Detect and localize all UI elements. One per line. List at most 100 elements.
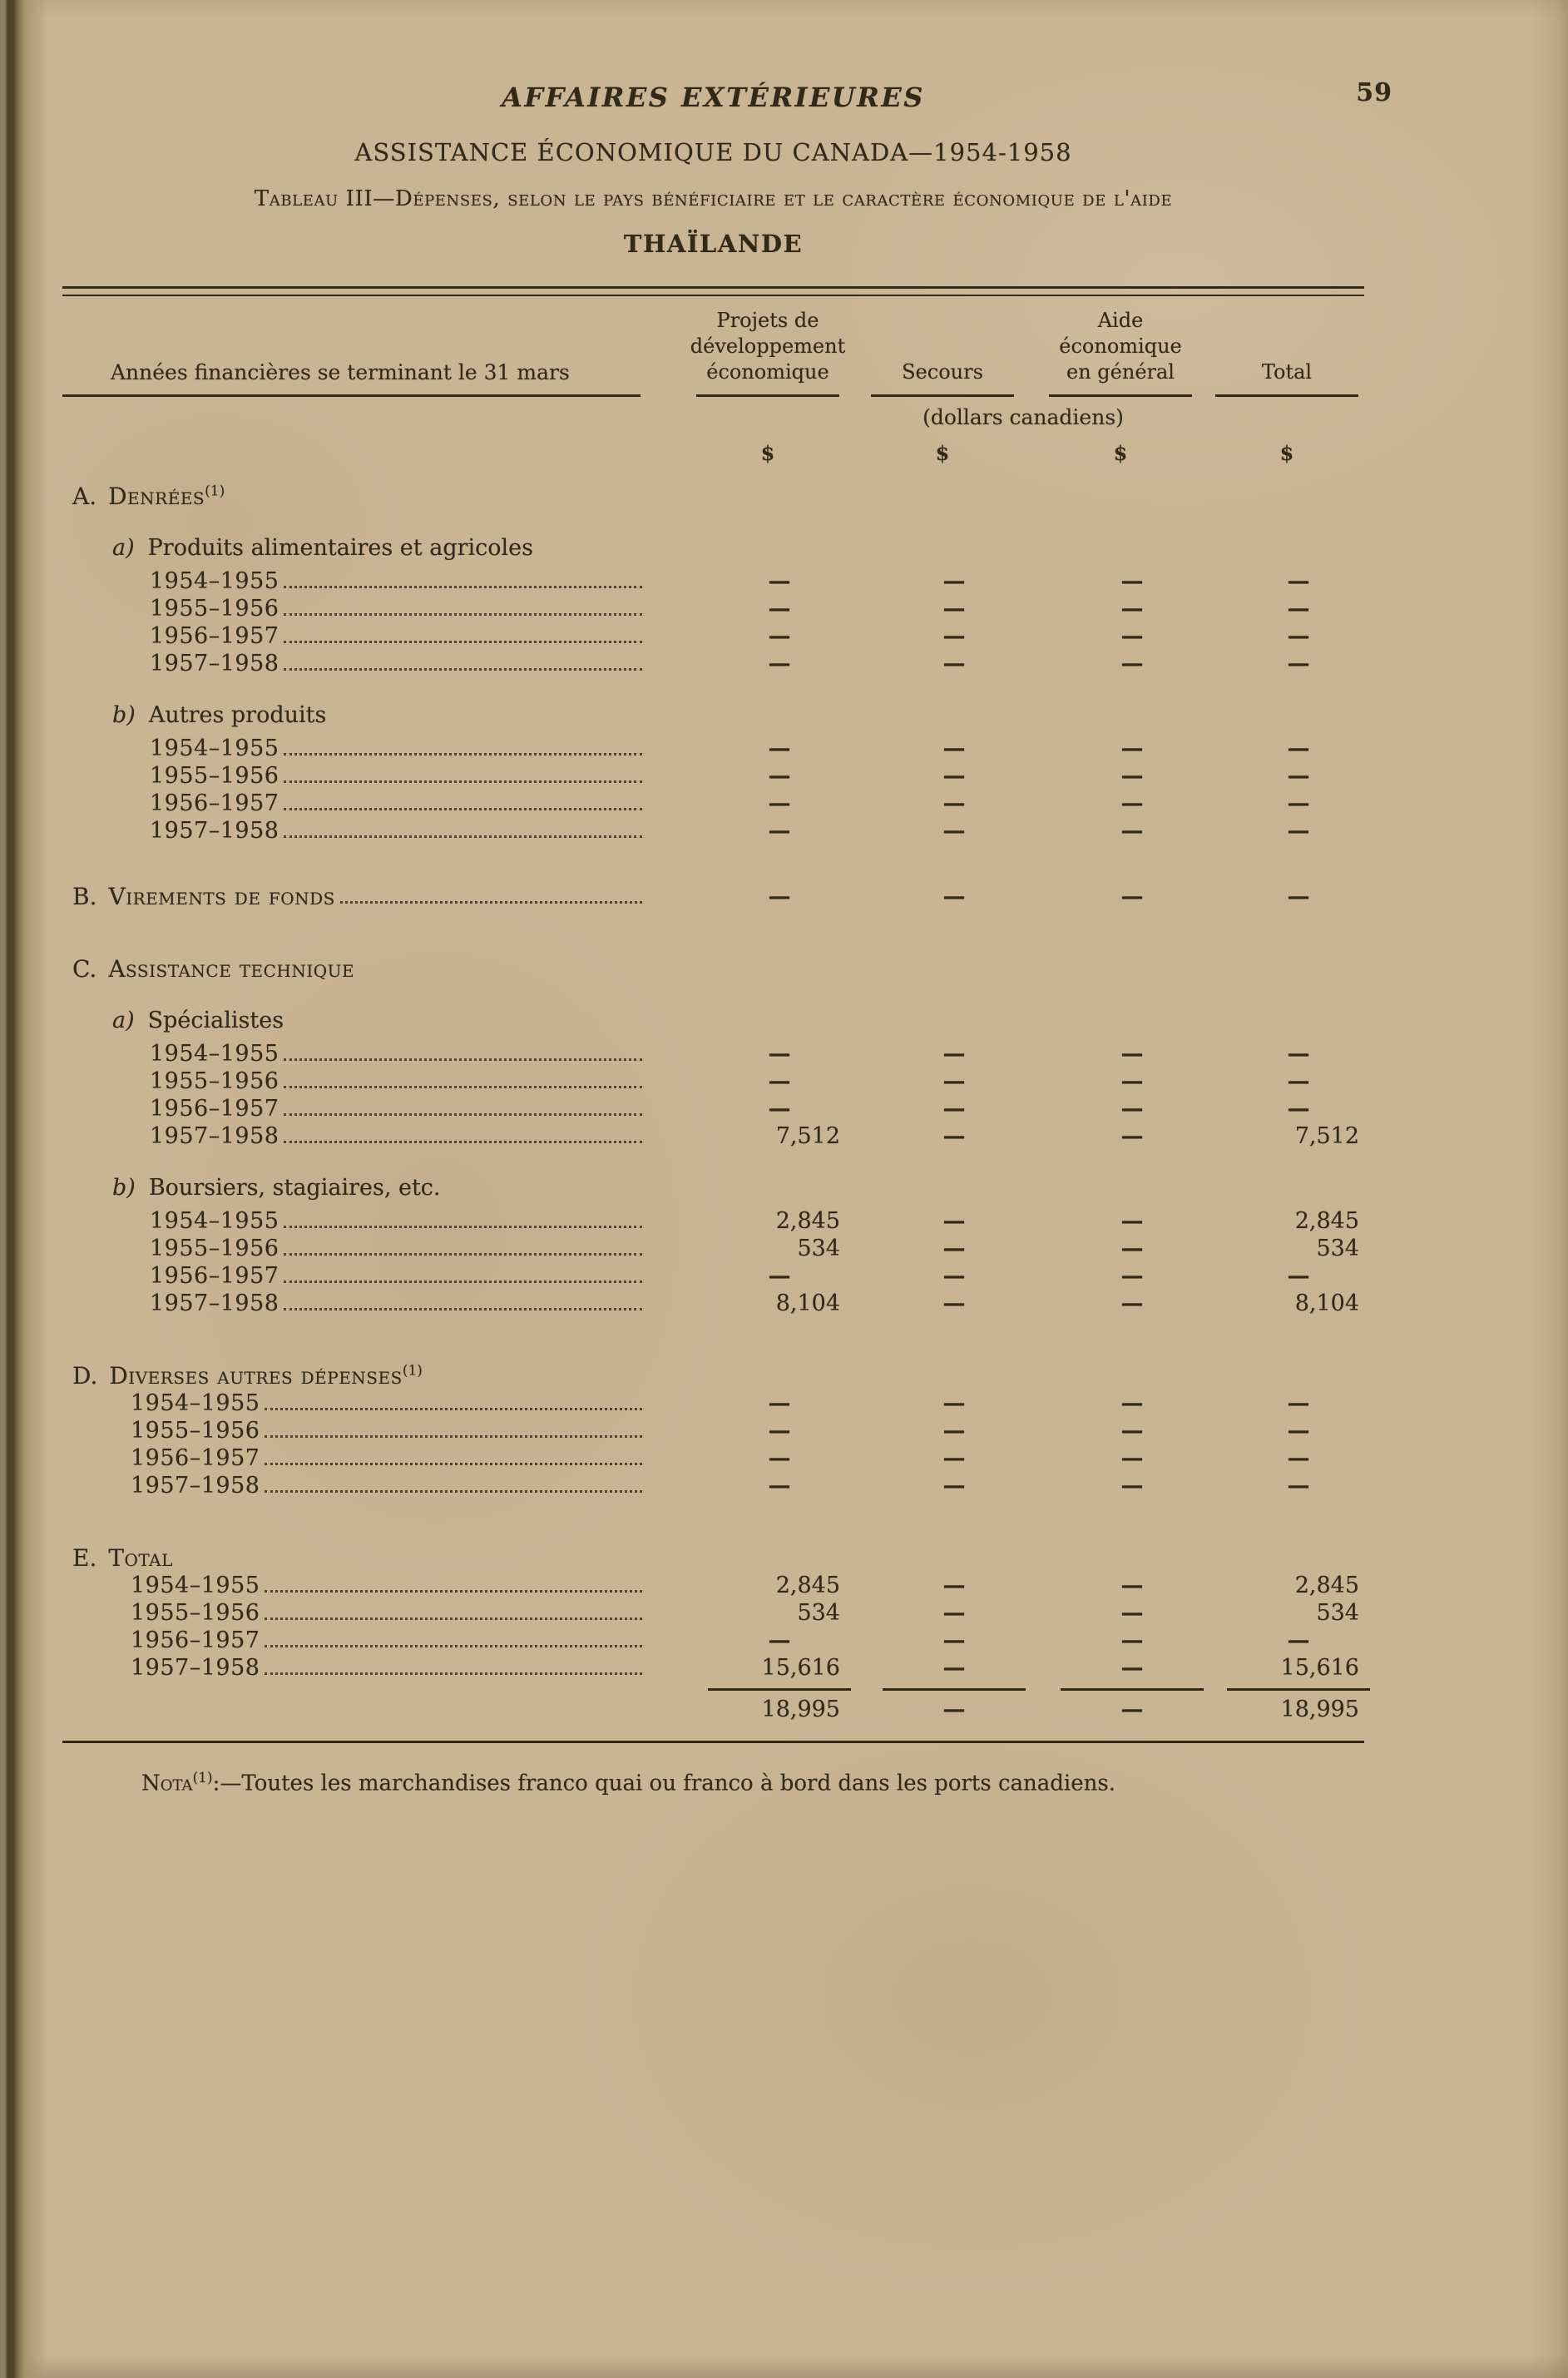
- row-label: 1956–1957: [62, 1095, 682, 1122]
- section-title: Assistance technique: [108, 955, 355, 983]
- table-row: 1955–1956 — — — —: [62, 762, 1364, 790]
- leader-dots: [284, 641, 642, 643]
- unit-note: (dollars canadiens): [922, 405, 1124, 429]
- page-content: AFFAIRES EXTÉRIEURES 59 ASSISTANCE ÉCONO…: [62, 0, 1392, 1796]
- leader-dots: [284, 1308, 642, 1310]
- cell-value: —: [942, 1208, 966, 1234]
- leader-dots: [265, 1435, 642, 1438]
- value-cell: —: [853, 1627, 1031, 1654]
- cell-value: —: [1287, 1627, 1310, 1653]
- leader-dots: [284, 835, 642, 838]
- value-cell: —: [1031, 790, 1209, 817]
- leader-dots: [284, 586, 642, 588]
- year-label: 1954–1955: [150, 736, 279, 761]
- cell-value: —: [768, 623, 791, 649]
- cell-value: —: [942, 1627, 966, 1653]
- column-header-rule: [696, 394, 839, 397]
- row-label: 1957–1958: [62, 650, 682, 677]
- section-heading: C. Assistance technique: [62, 955, 1364, 983]
- group-label: a): [112, 535, 135, 561]
- cell-value: —: [1120, 1600, 1144, 1626]
- year-label: 1954–1955: [131, 1573, 260, 1598]
- value-cell: —: [1031, 1235, 1209, 1262]
- cell-value: —: [768, 884, 791, 909]
- cell-value: —: [1120, 596, 1144, 622]
- value-cell: 2,845: [682, 1207, 853, 1235]
- value-cell: —: [682, 1417, 853, 1444]
- cell-value: —: [942, 884, 966, 909]
- year-label: 1957–1958: [150, 1123, 279, 1149]
- cell-value: —: [942, 790, 966, 816]
- year-label: 1957–1958: [150, 651, 279, 676]
- value-cell: —: [1209, 1095, 1364, 1122]
- cell-value: —: [768, 818, 791, 844]
- value-cell: 7,512: [682, 1122, 853, 1150]
- table-row: 1954–1955 — — — —: [62, 1040, 1364, 1068]
- leader-dots: [284, 1113, 642, 1116]
- cell-value: 2,845: [775, 1208, 840, 1234]
- column-header-rule: [871, 394, 1014, 397]
- year-label: 1957–1958: [131, 1473, 260, 1499]
- table-row: 1956–1957 — — — —: [62, 1095, 1364, 1122]
- cell-value: 8,104: [775, 1291, 840, 1316]
- cell-value: 2,845: [775, 1573, 840, 1598]
- cell-value: —: [1287, 1445, 1310, 1471]
- cell-value: 534: [797, 1236, 840, 1261]
- group-label: a): [112, 1008, 135, 1033]
- cell-value: —: [1120, 1208, 1144, 1234]
- cell-value: —: [1287, 1096, 1310, 1122]
- row-label: 1955–1956: [62, 762, 682, 790]
- group-heading: b) Autres produits: [62, 702, 1364, 728]
- value-cell: —: [1209, 1444, 1364, 1472]
- cell-value: —: [942, 1697, 966, 1722]
- group-name: Autres produits: [148, 702, 327, 728]
- group-name: Produits alimentaires et agricoles: [147, 535, 533, 561]
- cell-value: —: [942, 596, 966, 622]
- leader-dots: [284, 613, 642, 616]
- section-title: Total: [108, 1544, 173, 1572]
- value-cell: —: [853, 1444, 1031, 1472]
- value-cell: —: [1031, 1262, 1209, 1290]
- cell-value: —: [942, 1445, 966, 1471]
- value-cell: 534: [682, 1599, 853, 1627]
- leader-dots: [284, 1141, 642, 1143]
- row-label: 1954–1955: [62, 1390, 682, 1417]
- leader-dots: [265, 1618, 642, 1620]
- cell-value: —: [942, 1096, 966, 1122]
- cell-value: —: [768, 1068, 791, 1094]
- value-cell: —: [1031, 1095, 1209, 1122]
- cell-value: —: [1120, 790, 1144, 816]
- journal-title: AFFAIRES EXTÉRIEURES: [502, 82, 925, 113]
- cell-value: —: [942, 736, 966, 761]
- value-cell: —: [1031, 1207, 1209, 1235]
- cell-value: —: [768, 651, 791, 676]
- currency-symbol: $: [1113, 441, 1128, 465]
- cell-value: —: [1120, 736, 1144, 761]
- cell-value: —: [1287, 1041, 1310, 1067]
- year-label: 1956–1957: [150, 790, 279, 816]
- cell-value: —: [942, 1655, 966, 1681]
- leader-dots: [265, 1490, 642, 1493]
- year-label: 1955–1956: [150, 1236, 279, 1261]
- cell-value: —: [1120, 1236, 1144, 1261]
- table-row: 1957–1958 — — — —: [62, 1472, 1364, 1499]
- value-cell: —: [682, 735, 853, 762]
- section-letter: E.: [72, 1544, 97, 1572]
- leader-dots: [284, 753, 642, 756]
- cell-value: —: [1120, 1418, 1144, 1444]
- year-label: 1956–1957: [131, 1445, 260, 1471]
- footnote-marker: (1): [402, 1362, 423, 1380]
- cell-value: —: [1287, 1068, 1310, 1094]
- value-cell: 2,845: [1209, 1207, 1364, 1235]
- section-title: Virements de fonds: [108, 883, 335, 910]
- table-body: A. Denrées(1) a) Produits alimentaires et a…: [62, 483, 1364, 1682]
- value-cell: —: [1209, 1472, 1364, 1499]
- cell-value: —: [768, 1418, 791, 1444]
- group-heading: a) Produits alimentaires et agricoles: [62, 535, 1364, 561]
- rule-cell: [1031, 1688, 1209, 1691]
- value-cell: —: [853, 1290, 1031, 1317]
- value-cell: —: [1031, 1472, 1209, 1499]
- value-cell: —: [682, 567, 853, 595]
- table-row: 1956–1957 — — — —: [62, 1627, 1364, 1654]
- leader-dots: [265, 1463, 642, 1465]
